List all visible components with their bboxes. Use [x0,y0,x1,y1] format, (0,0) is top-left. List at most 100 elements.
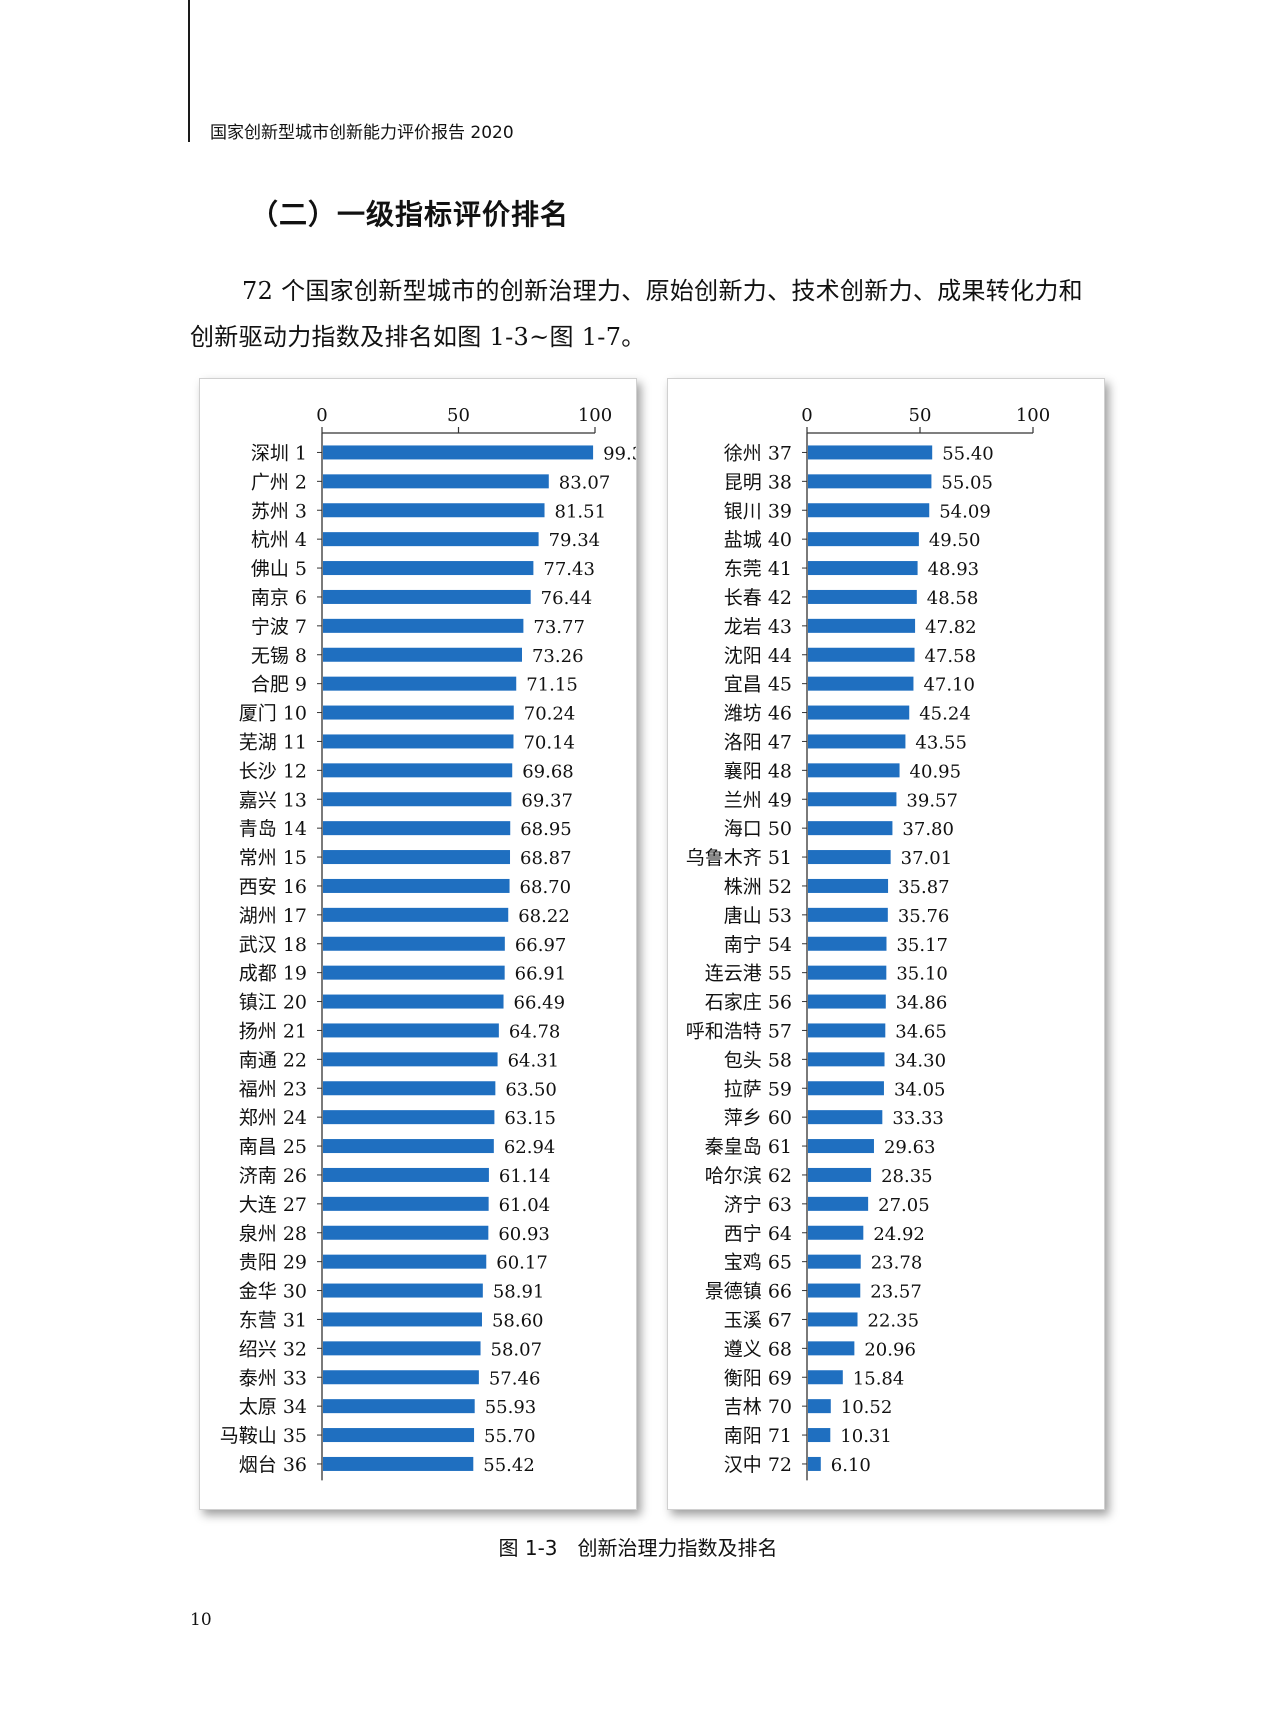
bar [808,618,916,633]
category-label: 马鞍山 35 [220,1425,307,1447]
category-label: 南通 22 [239,1049,307,1071]
bar [808,1254,861,1269]
value-label: 35.76 [898,906,950,927]
bar [808,1399,831,1414]
value-label: 23.78 [871,1253,923,1274]
value-label: 47.82 [925,617,977,638]
value-label: 40.95 [910,761,962,782]
category-label: 西安 16 [239,876,307,898]
category-label: 株洲 52 [724,876,792,898]
value-label: 55.70 [484,1426,536,1447]
value-label: 70.14 [523,732,575,753]
category-label: 包头 58 [724,1049,792,1071]
category-label: 南阳 71 [724,1425,792,1447]
running-header: 国家创新型城市创新能力评价报告 2020 [210,123,514,143]
category-label: 济南 26 [239,1165,307,1187]
value-label: 37.80 [902,819,954,840]
bar [808,1312,858,1327]
category-label: 广州 2 [251,471,307,493]
value-label: 76.44 [541,588,593,609]
bar [808,821,893,836]
bar [323,907,509,922]
category-label: 成都 19 [239,963,307,985]
bar [808,1167,872,1182]
category-label: 合肥 9 [251,674,307,696]
value-label: 10.31 [840,1426,892,1447]
category-label: 唐山 53 [724,905,792,927]
category-label: 长沙 12 [239,760,307,782]
value-label: 24.92 [873,1224,925,1245]
value-label: 34.30 [895,1050,947,1071]
x-tick-label: 50 [447,405,470,426]
value-label: 28.35 [881,1166,933,1187]
value-label: 55.40 [942,443,994,464]
value-label: 39.57 [906,790,958,811]
bar [323,503,545,518]
category-label: 景德镇 66 [705,1281,792,1303]
bar [808,792,897,807]
category-label: 乌鲁木齐 51 [686,847,792,869]
bar [323,1283,483,1298]
category-label: 深圳 1 [251,442,307,464]
bar [323,936,505,951]
category-label: 长春 42 [724,587,792,609]
category-label: 衡阳 69 [724,1367,792,1389]
category-label: 福州 23 [239,1078,307,1100]
bar [323,763,513,778]
category-label: 沈阳 44 [724,645,792,667]
bar [323,734,514,749]
value-label: 6.10 [831,1455,871,1476]
bar [808,1196,869,1211]
category-label: 连云港 55 [705,963,792,985]
category-label: 遵义 68 [724,1338,792,1360]
value-label: 34.86 [896,993,948,1014]
value-label: 34.05 [894,1079,946,1100]
value-label: 29.63 [884,1137,936,1158]
value-label: 66.91 [515,964,567,985]
value-label: 60.93 [498,1224,550,1245]
bar [323,561,534,576]
value-label: 61.04 [499,1195,551,1216]
intro-paragraph: 72 个国家创新型城市的创新治理力、原始创新力、技术创新力、成果转化力和创新驱动… [190,277,1083,351]
value-label: 60.17 [496,1253,548,1274]
value-label: 66.49 [514,993,566,1014]
value-label: 79.34 [549,530,601,551]
bar [323,1196,489,1211]
section-title: （二）一级指标评价排名 [250,198,570,231]
bar [323,1023,499,1038]
value-label: 49.50 [929,530,981,551]
bar [323,792,512,807]
figure-caption: 图 1-3 创新治理力指数及排名 [498,1536,778,1560]
value-label: 99.30 [603,443,636,464]
category-label: 海口 50 [724,818,792,840]
bar [323,1225,489,1240]
bar [808,705,910,720]
category-label: 厦门 10 [239,703,307,725]
value-label: 47.58 [925,646,977,667]
bar [323,618,524,633]
category-label: 汉中 72 [724,1454,792,1476]
value-label: 54.09 [939,501,991,522]
value-label: 73.77 [533,617,585,638]
category-label: 镇江 20 [239,992,307,1014]
value-label: 37.01 [901,848,953,869]
bar [323,1254,487,1269]
bar [808,936,887,951]
value-label: 68.22 [518,906,570,927]
x-tick-label: 50 [909,405,932,426]
value-label: 27.05 [878,1195,930,1216]
value-label: 61.14 [499,1166,551,1187]
value-label: 47.10 [923,675,975,696]
bar [808,965,887,980]
value-label: 70.24 [524,704,576,725]
category-label: 哈尔滨 62 [705,1165,792,1187]
value-label: 48.93 [928,559,980,580]
category-label: 襄阳 48 [724,760,792,782]
bar [323,878,510,893]
bar [808,532,919,547]
bar [808,763,900,778]
category-label: 湖州 17 [239,905,307,927]
category-label: 龙岩 43 [724,616,792,638]
bar [323,965,505,980]
category-label: 萍乡 60 [724,1107,792,1129]
